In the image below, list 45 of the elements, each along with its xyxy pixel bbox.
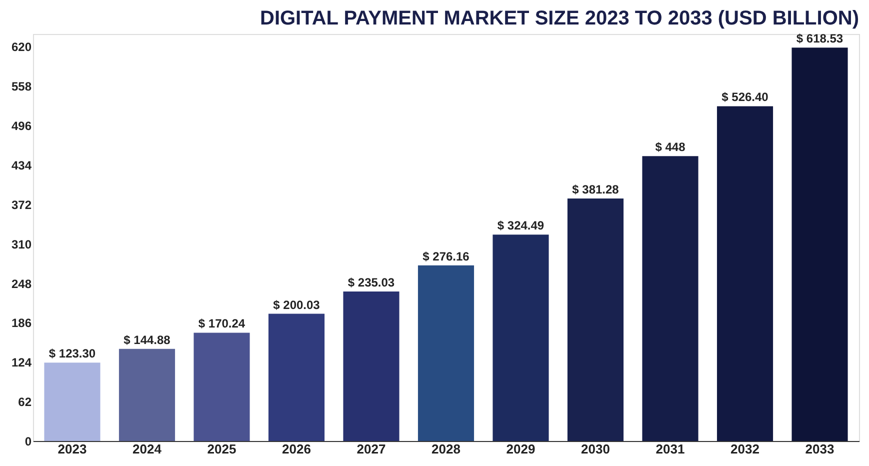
bar — [118, 348, 176, 441]
y-tick-label: 620 — [11, 40, 32, 54]
bar — [642, 156, 698, 441]
x-tick-label: 2030 — [581, 442, 610, 456]
y-tick-label: 186 — [11, 316, 32, 330]
bar — [567, 198, 624, 441]
y-tick-label: 434 — [11, 158, 32, 173]
x-tick-label: 2024 — [132, 442, 162, 456]
bar — [268, 314, 325, 441]
x-tick-label: 2029 — [506, 442, 536, 456]
bar — [716, 106, 774, 441]
y-tick-label: 310 — [11, 237, 32, 252]
data-label: $ 235.03 — [348, 276, 395, 290]
x-tick-label: 2028 — [432, 442, 460, 456]
data-label: $ 170.24 — [198, 316, 246, 331]
x-tick-label: 2027 — [356, 442, 386, 456]
x-tick-label: 2031 — [656, 442, 685, 456]
y-tick-label: 62 — [18, 395, 32, 410]
data-label: $ 200.03 — [273, 298, 320, 312]
data-label: $ 448 — [655, 140, 686, 154]
chart-title: DIGITAL PAYMENT MARKET SIZE 2023 TO 2033 (USD BILLION) — [260, 8, 859, 30]
data-label: $ 144.88 — [124, 332, 171, 347]
y-tick-label: 248 — [11, 276, 32, 291]
bar — [343, 292, 400, 441]
data-label: $ 381.28 — [572, 182, 620, 197]
data-label: $ 526.40 — [722, 90, 769, 104]
x-tick-label: 2026 — [282, 442, 311, 456]
data-label: $ 276.16 — [422, 249, 470, 264]
y-tick-label: 558 — [11, 80, 32, 94]
y-tick-label: 124 — [11, 356, 32, 370]
x-tick-label: 2032 — [730, 442, 760, 456]
bar — [792, 48, 848, 441]
data-label: $ 618.53 — [796, 32, 844, 46]
x-tick-label: 2033 — [805, 442, 834, 456]
y-tick-label: 496 — [11, 119, 32, 134]
x-tick-label: 2023 — [58, 442, 87, 456]
bar — [492, 234, 549, 441]
x-tick-label: 2025 — [207, 442, 236, 456]
bar — [44, 362, 100, 441]
data-label: $ 123.30 — [48, 346, 96, 361]
y-tick-label: 372 — [11, 198, 32, 212]
data-label: $ 324.49 — [497, 218, 544, 233]
y-tick-label: 0 — [24, 434, 32, 448]
bar — [194, 332, 250, 441]
bar — [418, 265, 474, 441]
